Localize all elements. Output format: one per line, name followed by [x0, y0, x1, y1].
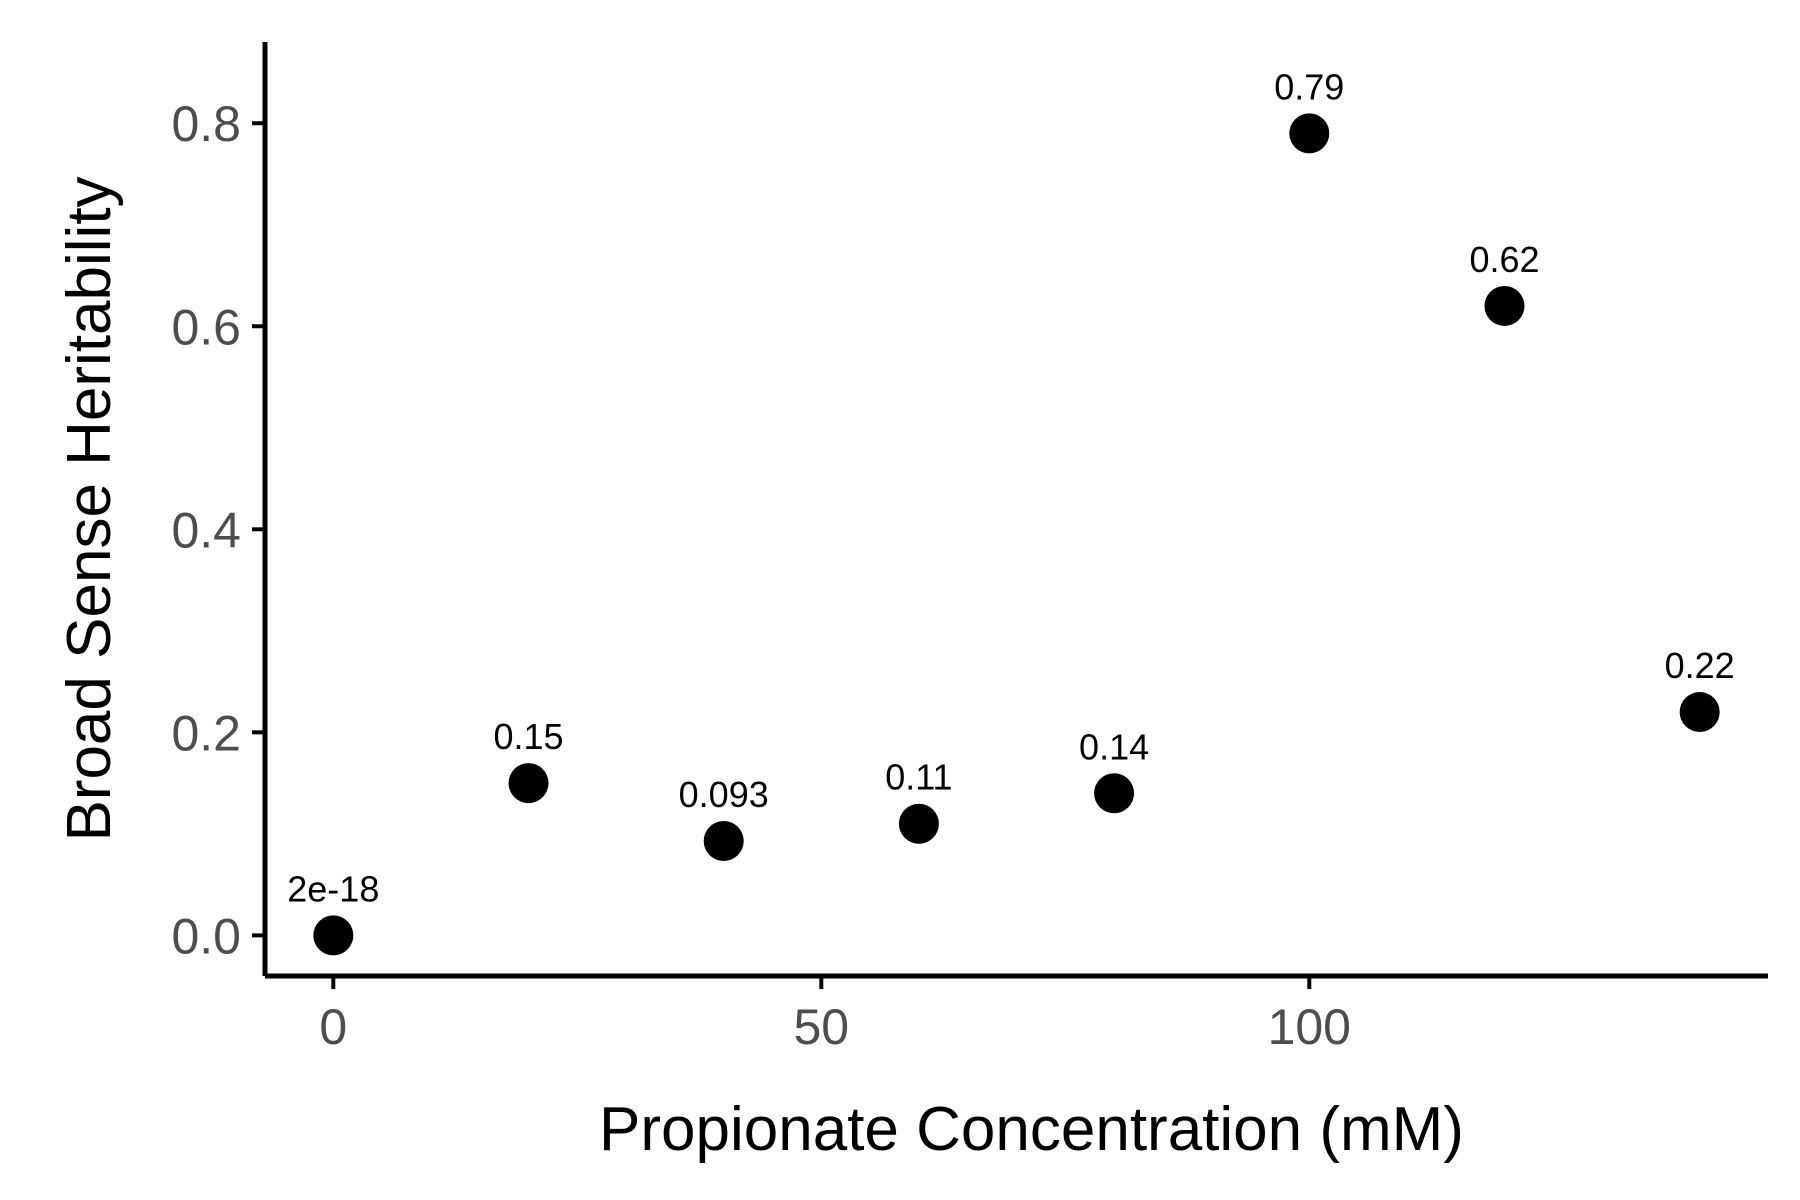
x-tick-label: 0	[319, 999, 347, 1055]
x-axis-ticks: 0 50 100	[319, 976, 1351, 1055]
data-points	[313, 113, 1720, 956]
data-point	[898, 803, 939, 844]
data-label: 0.093	[679, 774, 769, 815]
y-tick-label: 0.4	[171, 502, 241, 558]
x-tick-label: 50	[793, 999, 849, 1055]
data-label: 0.62	[1469, 239, 1539, 280]
y-tick-label: 0.0	[171, 908, 241, 964]
data-point	[1679, 692, 1720, 733]
y-tick-label: 0.6	[171, 299, 241, 355]
y-tick-label: 0.8	[171, 96, 241, 152]
data-point	[1094, 773, 1135, 814]
data-point	[1484, 285, 1525, 326]
data-label: 0.15	[493, 716, 563, 757]
data-point	[508, 763, 549, 804]
data-label: 0.22	[1665, 645, 1735, 686]
data-point	[703, 820, 744, 861]
data-label: 0.11	[885, 757, 952, 798]
data-label: 0.79	[1274, 66, 1344, 107]
data-point	[313, 915, 354, 956]
data-point	[1289, 113, 1330, 154]
data-label: 2e-18	[287, 868, 379, 909]
y-axis-ticks: 0.0 0.2 0.4 0.6 0.8	[171, 96, 265, 964]
data-labels: 2e-18 0.15 0.093 0.11 0.14 0.79 0.62 0.22	[287, 66, 1734, 909]
data-label: 0.14	[1079, 726, 1149, 767]
y-axis-title: Broad Sense Heritability	[55, 176, 124, 841]
y-tick-label: 0.2	[171, 705, 241, 761]
x-tick-label: 100	[1268, 999, 1351, 1055]
x-axis-title: Propionate Concentration (mM)	[599, 1095, 1464, 1164]
